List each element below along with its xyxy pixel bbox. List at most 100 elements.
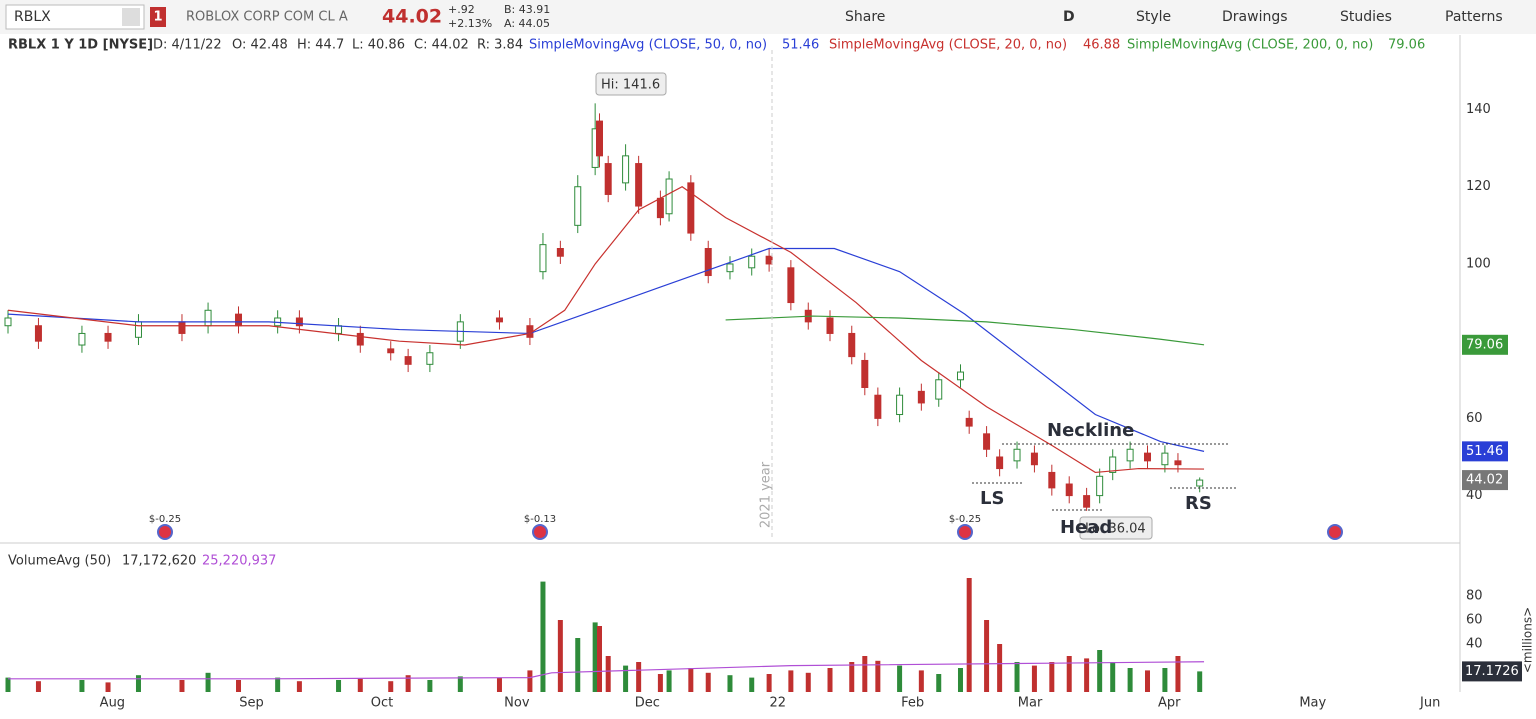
candle-body (178, 321, 186, 334)
candle-body (1144, 452, 1152, 462)
last-price: 44.02 (382, 6, 442, 28)
y-tick-label: 80 (1466, 589, 1483, 604)
x-tick-label: Apr (1158, 696, 1181, 711)
volume-title: VolumeAvg (50) (8, 554, 111, 569)
high: H: 44.7 (297, 38, 344, 53)
volume-bar (1127, 668, 1133, 692)
volume-axis-label: <millions> (1521, 607, 1535, 673)
drawings-button[interactable]: Drawings (1222, 9, 1288, 25)
alert-badge[interactable] (150, 7, 166, 27)
candle-body (595, 120, 603, 157)
share-button[interactable]: Share (845, 9, 885, 25)
earnings-icon (1327, 524, 1343, 540)
lo-label: Lo: 36.04 (1085, 522, 1146, 537)
candle-body (635, 163, 643, 207)
low: L: 40.86 (352, 38, 405, 53)
candle-body (34, 325, 42, 342)
x-tick-label: May (1299, 696, 1326, 711)
earnings-label: $-0.13 (524, 514, 556, 525)
bid: B: 43.91 (504, 3, 550, 16)
candle-body (861, 359, 869, 388)
ask: A: 44.05 (504, 17, 550, 30)
symbol: RBLX (14, 9, 51, 25)
volume-bar (1175, 656, 1181, 692)
volume-bar (1031, 665, 1037, 692)
dropdown[interactable] (122, 8, 140, 26)
candle-body (704, 248, 712, 277)
y-tick-label: 40 (1466, 488, 1483, 503)
candle-body (983, 433, 991, 450)
volume-bar (336, 680, 342, 692)
candle-body (404, 356, 412, 365)
candle-body (826, 317, 834, 334)
volume-bar (666, 670, 672, 692)
candle-body (956, 371, 964, 381)
price-label-box (1462, 470, 1508, 491)
volume-bar (1049, 662, 1055, 692)
candle-body (726, 263, 734, 273)
study-label: SimpleMovingAvg (CLOSE, 20, 0, no) (829, 38, 1067, 53)
candle-body (1196, 479, 1204, 487)
volume-bar (788, 670, 794, 692)
volume-bar (984, 620, 990, 692)
volume-bar (405, 675, 411, 692)
price-label: 51.46 (1466, 444, 1503, 459)
x-tick-label: Nov (504, 696, 530, 711)
studies-button[interactable]: Studies (1340, 9, 1392, 25)
volume-bar (623, 665, 629, 692)
period-button[interactable]: D (1063, 9, 1075, 25)
candle-body (1126, 448, 1134, 462)
earnings-icon (957, 524, 973, 540)
y-tick-label: 60 (1466, 613, 1483, 628)
y-tick-label: 60 (1466, 411, 1483, 426)
volume-label: 17.1726 (1465, 664, 1519, 679)
volume-bar (179, 680, 185, 692)
candle-body (335, 325, 343, 334)
volume-bar (875, 660, 881, 692)
volume-bar (657, 674, 663, 692)
earnings-icon (157, 524, 173, 540)
x-tick-label: Oct (371, 696, 393, 711)
volume-bar (457, 676, 463, 692)
candle-body (387, 348, 395, 354)
candle-body (1109, 456, 1117, 473)
volume-bar (1097, 650, 1103, 692)
volume-bar (79, 680, 85, 692)
candle-body (1065, 483, 1073, 497)
style-button[interactable]: Style (1136, 9, 1171, 25)
candle-body (896, 394, 904, 416)
price-label-box (1462, 334, 1508, 355)
volume-bar (897, 665, 903, 692)
volume-bar (705, 672, 711, 692)
volume-bar (596, 626, 602, 692)
volume-bar (1197, 671, 1203, 692)
pattern-label: LS (980, 488, 1004, 509)
volume-label-box (1462, 661, 1522, 682)
candle-body (848, 332, 856, 358)
candle-body (1048, 471, 1056, 489)
candle-body (426, 352, 434, 365)
candle-body (4, 317, 12, 327)
volume-bar (1110, 662, 1116, 692)
study-value: 79.06 (1388, 38, 1425, 53)
candle-body (104, 332, 112, 342)
study-label: SimpleMovingAvg (CLOSE, 50, 0, no) (529, 38, 767, 53)
volume-bar (205, 672, 211, 692)
candle-body (917, 390, 925, 404)
volume-bar (749, 677, 755, 692)
volume-bar (557, 620, 563, 692)
candle-body (765, 255, 773, 265)
candle-body (996, 456, 1004, 470)
study-value: 51.46 (782, 38, 819, 53)
open: O: 42.48 (232, 38, 288, 53)
volume-bar (35, 681, 41, 692)
hi-box (595, 72, 667, 96)
symbol-box[interactable] (5, 4, 145, 30)
candle-body (604, 163, 612, 195)
candle-body (539, 244, 547, 273)
date: D: 4/11/22 (153, 38, 222, 53)
patterns-button[interactable]: Patterns (1445, 9, 1503, 25)
volume-bar (575, 638, 581, 692)
volume-bar (1066, 656, 1072, 692)
volume-bar (427, 680, 433, 692)
